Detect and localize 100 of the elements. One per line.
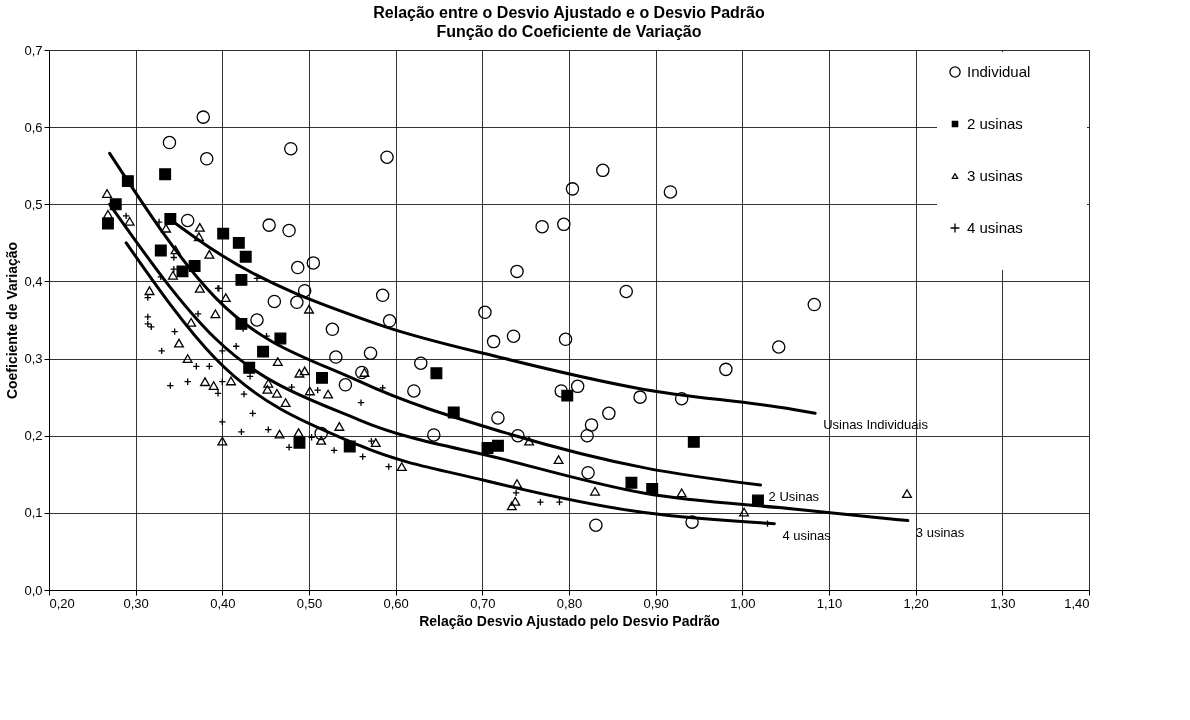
point — [580, 428, 594, 443]
x-tick-label: 0,20 — [49, 595, 75, 611]
point — [751, 494, 764, 507]
point — [557, 217, 571, 232]
point — [558, 332, 573, 347]
y-tick-label: 0,3 — [24, 351, 43, 367]
point — [282, 223, 296, 238]
point — [272, 357, 283, 367]
point — [122, 212, 130, 220]
x-tick-label: 0,70 — [470, 595, 496, 611]
point — [220, 293, 231, 303]
point — [355, 365, 369, 380]
point — [380, 150, 394, 164]
point — [343, 440, 356, 453]
point — [685, 515, 699, 529]
point — [633, 390, 647, 404]
point — [314, 426, 328, 441]
point — [210, 309, 221, 319]
point — [304, 386, 315, 396]
y-axis-title: Coeficiente de Variação — [4, 241, 21, 400]
point — [204, 249, 215, 259]
point — [121, 175, 134, 188]
point — [357, 398, 365, 407]
chart-subtitle: Função do Coeficiente de Variação — [436, 23, 702, 40]
point — [194, 222, 205, 232]
point — [243, 361, 256, 374]
point — [250, 313, 264, 327]
point — [182, 354, 193, 364]
point — [144, 286, 155, 296]
point — [155, 218, 163, 226]
x-tick-label: 1,00 — [730, 595, 756, 611]
point — [370, 438, 381, 448]
chart-title: Relação entre o Desvio Ajustado e o Desvio Padrão — [373, 4, 765, 21]
point — [524, 436, 535, 446]
point — [334, 422, 345, 431]
point — [407, 384, 421, 398]
point — [271, 388, 282, 398]
point — [363, 346, 378, 360]
point — [674, 391, 689, 406]
legend-label: Individual — [967, 63, 1031, 80]
point — [239, 250, 252, 263]
point — [367, 437, 376, 445]
point — [274, 332, 287, 345]
point — [330, 446, 338, 455]
point — [316, 435, 327, 445]
point — [208, 381, 219, 391]
point — [214, 389, 222, 398]
point — [154, 244, 167, 257]
point — [510, 264, 524, 279]
point — [225, 376, 237, 386]
x-axis-title: Relação Desvio Ajustado pelo Desvio Padrão — [419, 612, 720, 629]
point — [447, 406, 460, 419]
point — [536, 498, 545, 506]
point — [506, 501, 517, 511]
point — [663, 185, 678, 199]
point — [267, 294, 282, 309]
point — [262, 384, 273, 394]
point — [807, 297, 822, 312]
point — [602, 406, 616, 421]
point — [427, 428, 441, 442]
point — [378, 384, 387, 392]
point — [290, 295, 304, 310]
point — [414, 356, 428, 370]
point — [102, 189, 113, 198]
point — [555, 498, 564, 506]
point — [303, 304, 315, 314]
point — [375, 288, 390, 303]
point — [535, 219, 549, 234]
point — [511, 479, 523, 488]
point — [173, 338, 185, 348]
x-tick-label: 0,50 — [296, 595, 323, 611]
y-tick-label: 0,5 — [24, 196, 43, 212]
point — [771, 340, 786, 354]
series-label: 2 Usinas — [768, 489, 820, 505]
point — [186, 317, 197, 327]
point — [176, 265, 189, 278]
point — [359, 368, 370, 377]
point — [169, 265, 178, 273]
point — [170, 245, 181, 255]
point — [124, 216, 135, 226]
point — [323, 389, 334, 399]
point — [325, 322, 340, 337]
legend-label: 3 usinas — [967, 167, 1023, 184]
point — [159, 168, 172, 181]
point — [167, 270, 178, 280]
point — [285, 443, 293, 452]
point — [157, 347, 166, 355]
point — [143, 320, 152, 328]
point — [199, 152, 214, 166]
point — [284, 141, 298, 156]
point — [237, 428, 246, 436]
point — [486, 334, 501, 349]
x-tick-label: 1,40 — [1064, 595, 1090, 611]
point — [553, 455, 564, 465]
x-tick-label: 0,60 — [383, 595, 409, 611]
x-tick-label: 0,90 — [643, 595, 669, 611]
point — [109, 198, 122, 211]
point — [299, 366, 310, 376]
point — [274, 429, 285, 439]
point — [565, 182, 580, 196]
